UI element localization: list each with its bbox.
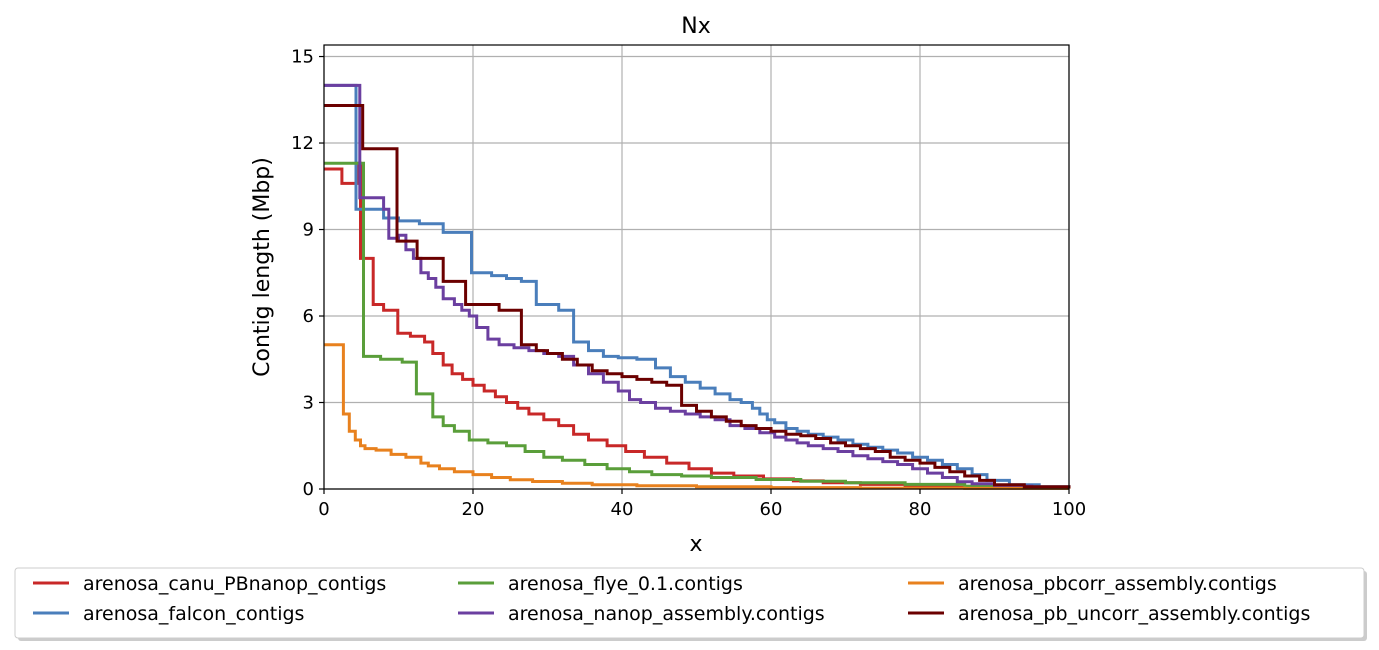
y-tick-label: 12 bbox=[291, 133, 314, 154]
x-tick-label: 0 bbox=[318, 499, 329, 520]
y-tick-label: 0 bbox=[303, 479, 314, 500]
series-line-3 bbox=[324, 83, 1071, 490]
legend-label: arenosa_pbcorr_assembly.contigs bbox=[958, 573, 1277, 595]
legend-label: arenosa_pb_uncorr_assembly.contigs bbox=[958, 603, 1310, 625]
series-line-4 bbox=[324, 343, 1071, 490]
legend: arenosa_canu_PBnanop_contigs arenosa_falc… bbox=[14, 567, 1367, 641]
series-line-5 bbox=[324, 104, 1071, 489]
series-line-2 bbox=[324, 161, 1071, 490]
x-tick-label: 40 bbox=[611, 499, 634, 520]
legend-label: arenosa_flye_0.1.contigs bbox=[508, 573, 743, 595]
legend-label: arenosa_falcon_contigs bbox=[83, 603, 304, 625]
x-axis-ticks: 0 20 40 60 80 100 bbox=[318, 489, 1086, 520]
legend-items: arenosa_canu_PBnanop_contigs arenosa_falc… bbox=[33, 573, 1310, 625]
y-tick-label: 9 bbox=[303, 220, 314, 241]
series-line-1 bbox=[324, 83, 1071, 489]
y-tick-label: 15 bbox=[291, 47, 314, 68]
legend-box bbox=[14, 567, 1365, 639]
x-tick-label: 20 bbox=[462, 499, 485, 520]
y-axis-label: Contig length (Mbp) bbox=[250, 157, 275, 377]
legend-label: arenosa_nanop_assembly.contigs bbox=[508, 603, 825, 625]
x-tick-label: 60 bbox=[760, 499, 783, 520]
x-axis-label: x bbox=[689, 532, 702, 557]
x-tick-label: 100 bbox=[1052, 499, 1086, 520]
y-axis-ticks: 0 3 6 9 12 15 bbox=[291, 47, 324, 500]
plot-frame bbox=[323, 44, 1070, 490]
x-tick-label: 80 bbox=[909, 499, 932, 520]
chart-title: Nx bbox=[681, 14, 710, 39]
plot-series bbox=[324, 83, 1071, 490]
y-tick-label: 3 bbox=[303, 393, 314, 414]
legend-label: arenosa_canu_PBnanop_contigs bbox=[83, 573, 386, 595]
y-tick-label: 6 bbox=[303, 306, 314, 327]
